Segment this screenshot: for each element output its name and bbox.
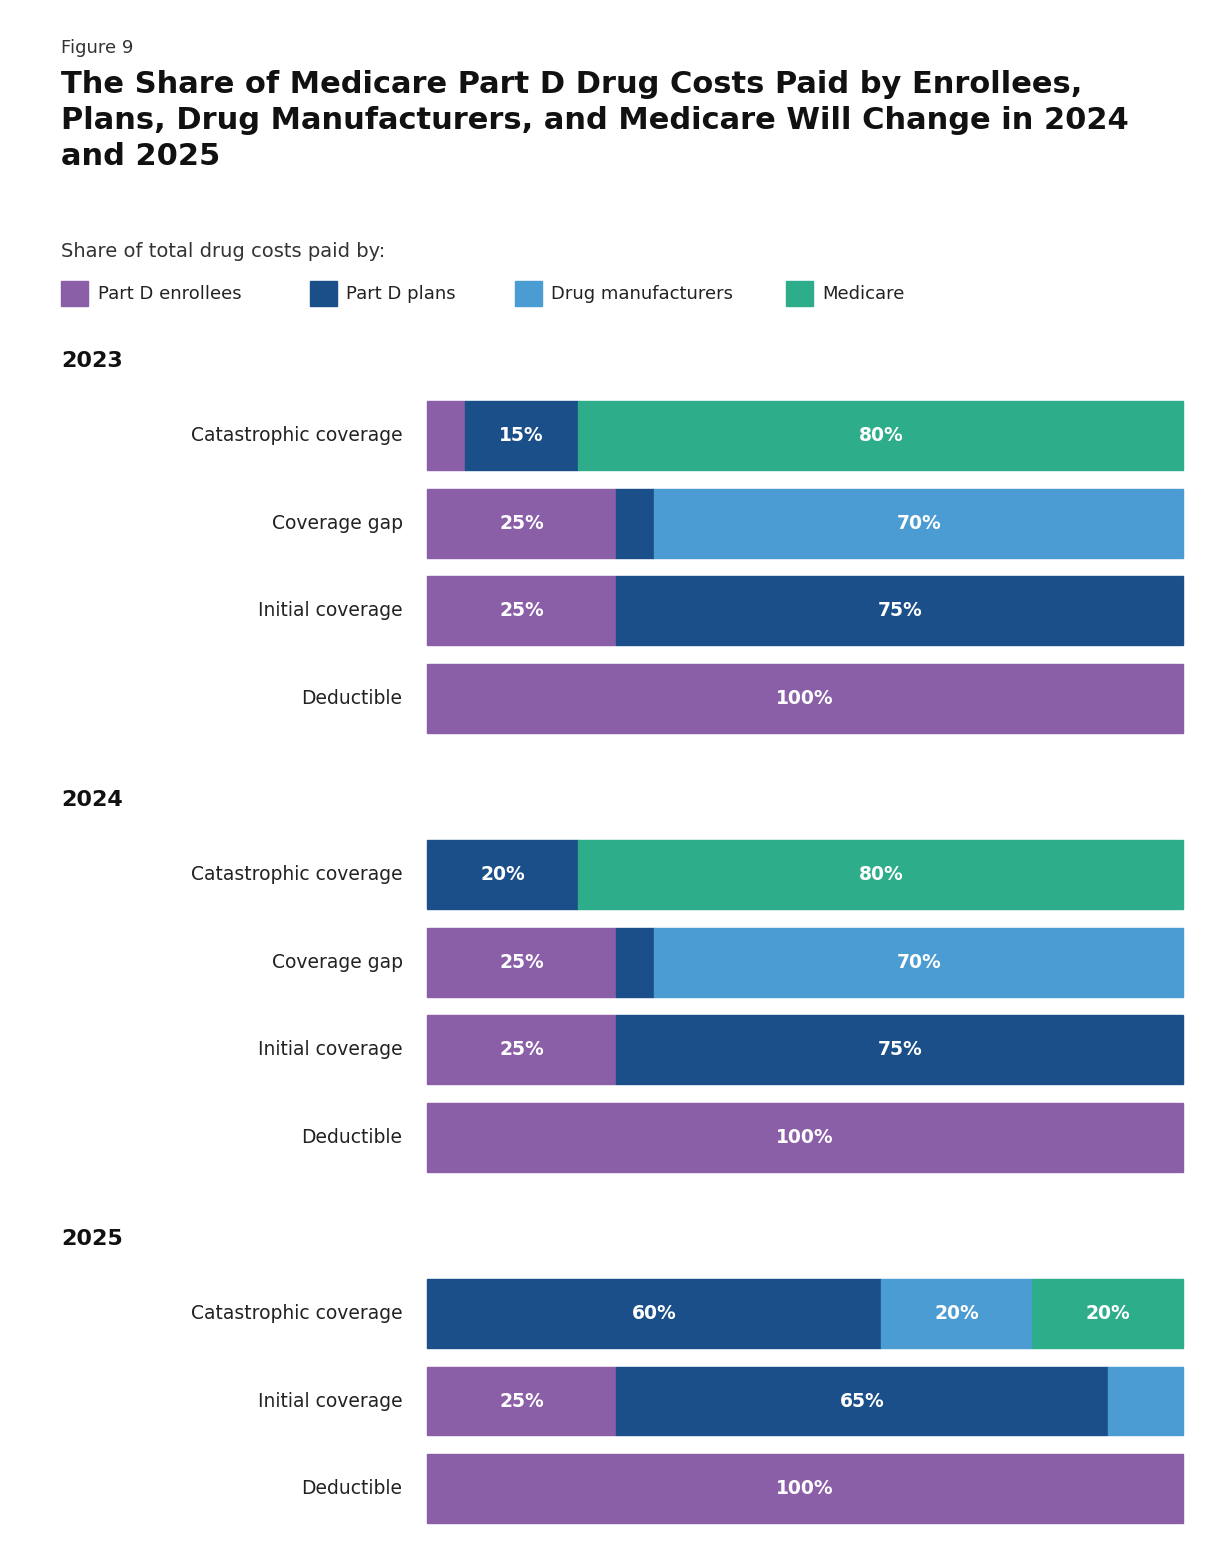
Text: 100%: 100% xyxy=(776,1479,834,1498)
Text: 20%: 20% xyxy=(935,1304,978,1323)
Text: 20%: 20% xyxy=(481,865,525,884)
Text: 25%: 25% xyxy=(499,1040,544,1059)
Text: 75%: 75% xyxy=(877,601,922,620)
Text: 80%: 80% xyxy=(859,426,903,445)
Text: 25%: 25% xyxy=(499,953,544,972)
Text: Deductible: Deductible xyxy=(301,1479,403,1498)
Text: Part D enrollees: Part D enrollees xyxy=(98,284,242,303)
Text: Catastrophic coverage: Catastrophic coverage xyxy=(192,865,403,884)
Text: Deductible: Deductible xyxy=(301,1128,403,1147)
Text: Initial coverage: Initial coverage xyxy=(257,1392,403,1410)
Text: Figure 9: Figure 9 xyxy=(61,39,133,58)
Text: Initial coverage: Initial coverage xyxy=(257,601,403,620)
Text: 100%: 100% xyxy=(776,689,834,708)
Text: The Share of Medicare Part D Drug Costs Paid by Enrollees,
Plans, Drug Manufactu: The Share of Medicare Part D Drug Costs … xyxy=(61,70,1128,172)
Text: Catastrophic coverage: Catastrophic coverage xyxy=(192,1304,403,1323)
Text: 70%: 70% xyxy=(897,953,941,972)
Text: 2023: 2023 xyxy=(61,351,123,372)
Text: 70%: 70% xyxy=(897,514,941,533)
Text: Catastrophic coverage: Catastrophic coverage xyxy=(192,426,403,445)
Text: 80%: 80% xyxy=(859,865,903,884)
Text: Share of total drug costs paid by:: Share of total drug costs paid by: xyxy=(61,242,386,261)
Text: 25%: 25% xyxy=(499,1392,544,1410)
Text: Deductible: Deductible xyxy=(301,689,403,708)
Text: Part D plans: Part D plans xyxy=(346,284,456,303)
Text: 15%: 15% xyxy=(499,426,544,445)
Text: Drug manufacturers: Drug manufacturers xyxy=(551,284,733,303)
Text: 20%: 20% xyxy=(1086,1304,1130,1323)
Text: 2025: 2025 xyxy=(61,1229,123,1250)
Text: Coverage gap: Coverage gap xyxy=(272,514,403,533)
Text: 100%: 100% xyxy=(776,1128,834,1147)
Text: 60%: 60% xyxy=(632,1304,676,1323)
Text: Coverage gap: Coverage gap xyxy=(272,953,403,972)
Text: 2024: 2024 xyxy=(61,790,123,811)
Text: 25%: 25% xyxy=(499,601,544,620)
Text: 75%: 75% xyxy=(877,1040,922,1059)
Text: 25%: 25% xyxy=(499,514,544,533)
Text: Initial coverage: Initial coverage xyxy=(257,1040,403,1059)
Text: 65%: 65% xyxy=(839,1392,884,1410)
Text: Medicare: Medicare xyxy=(822,284,905,303)
